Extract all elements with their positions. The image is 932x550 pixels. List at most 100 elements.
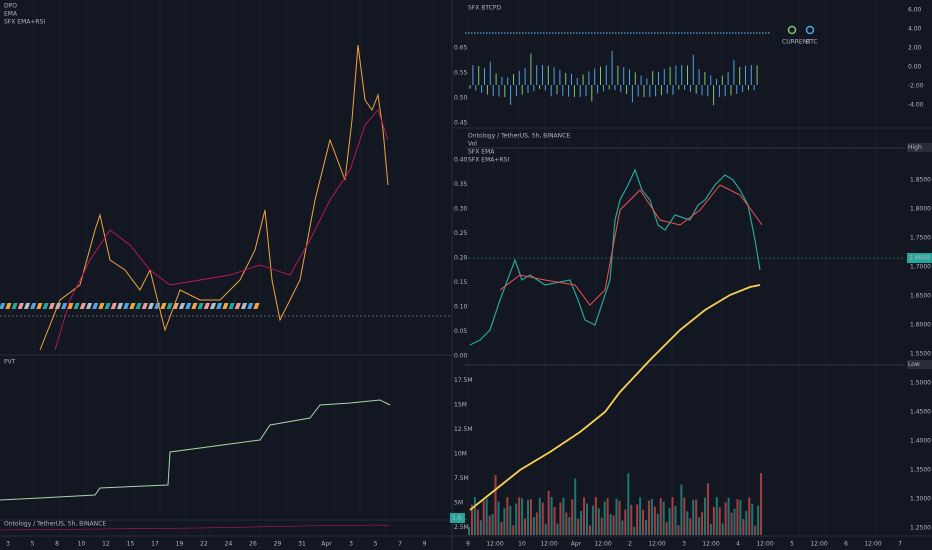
- strip-cell: [17, 303, 24, 309]
- x-tick-label: 9: [466, 541, 470, 548]
- volume-bar: [544, 523, 547, 535]
- y-tick-label: -2.00: [908, 83, 924, 90]
- y-tick-label: 0.00: [454, 353, 468, 360]
- strip-cell: [73, 303, 80, 309]
- x-tick-label: 3: [682, 541, 686, 548]
- y-tick-label: 1.8500: [910, 177, 931, 184]
- strip-cell: [135, 303, 142, 309]
- volume-bar: [715, 497, 718, 535]
- low-tag-label: Low: [908, 361, 920, 368]
- volume-bar: [524, 518, 527, 535]
- y-tick-label: 0.65: [454, 45, 468, 52]
- y-tick-label: 1.4500: [910, 409, 931, 416]
- volume-bar: [488, 515, 491, 535]
- x-tick-label: 12:00: [594, 541, 611, 548]
- volume-bar: [633, 526, 636, 535]
- volume-bar: [639, 497, 642, 535]
- volume-bar: [692, 499, 695, 535]
- strip-cell: [11, 303, 18, 309]
- volume-bar: [538, 497, 541, 535]
- strip-cell: [129, 303, 136, 309]
- volume-bar: [535, 512, 538, 535]
- volume-bar: [724, 502, 727, 535]
- high-tag: [907, 143, 932, 152]
- x-tick-label: 12:00: [540, 541, 557, 548]
- volume-bar: [704, 497, 706, 535]
- y-tick-label: 1.7000: [910, 264, 931, 271]
- volume-bar: [624, 509, 627, 535]
- y-tick-label: 15M: [454, 402, 467, 409]
- strip-cell: [141, 303, 148, 309]
- volume-bar: [553, 507, 556, 535]
- x-tick-label: 26: [249, 541, 257, 548]
- y-tick-label: 0.45: [454, 120, 468, 127]
- volume-bar: [754, 525, 757, 535]
- panel-label: SFX EMA+RSI: [468, 157, 509, 164]
- y-tick-label: 0.30: [454, 206, 468, 213]
- volume-bar: [562, 497, 565, 535]
- volume-bar: [491, 513, 494, 535]
- panel-label: Vol: [468, 141, 477, 148]
- x-tick-label: 3: [6, 541, 10, 548]
- strip-cell: [116, 303, 124, 309]
- volume-bar: [665, 522, 668, 535]
- panel-label: Ontology / TetherUS, 5h, BINANCE: [4, 521, 106, 528]
- price-tag-label: 1.6...: [452, 515, 467, 522]
- panel-label: Ontology / TetherUS, 5h, BINANCE: [468, 133, 570, 140]
- panel-label: SFX EMA+RSI: [4, 19, 45, 26]
- price-tag-label: 1.6648: [909, 255, 930, 262]
- volume-bar: [568, 517, 571, 535]
- volume-bar: [512, 525, 515, 535]
- price-tag: [907, 253, 932, 263]
- volume: [468, 473, 763, 535]
- y-tick-label: 17.5M: [454, 377, 473, 384]
- volume-bar: [736, 499, 739, 535]
- volume-bar: [712, 506, 715, 535]
- x-tick-label: 12:00: [648, 541, 665, 548]
- volume-bar: [686, 511, 689, 535]
- x-tick-label: 7: [898, 541, 902, 548]
- volume-bar: [683, 497, 686, 535]
- volume-bar: [509, 505, 512, 535]
- legend-dot: [787, 25, 797, 35]
- volume-bar: [760, 473, 763, 535]
- volume-bar: [689, 518, 692, 535]
- volume-bar: [494, 475, 497, 535]
- volume-bar: [476, 509, 479, 535]
- ema-line: [499, 184, 763, 306]
- volume-bar: [662, 501, 665, 535]
- volume-bar: [529, 499, 532, 535]
- volume-bar: [677, 525, 680, 535]
- volume-bar: [618, 500, 621, 535]
- strip-cell: [172, 303, 179, 309]
- volume-bar: [659, 498, 662, 535]
- strip-cell: [5, 303, 12, 309]
- x-tick-label: 12:00: [756, 541, 773, 548]
- y-tick-label: 1.4000: [910, 438, 931, 445]
- ema-line: [54, 109, 389, 351]
- strip-cell: [79, 303, 86, 309]
- volume-bar: [597, 508, 600, 535]
- ema-long-line: [469, 284, 761, 511]
- y-tick-label: 7.5M: [454, 475, 469, 482]
- volume-bar: [674, 505, 677, 535]
- volume-bar: [497, 501, 500, 535]
- panel-label: SFX EMA: [468, 149, 495, 156]
- volume-bar: [647, 500, 650, 535]
- volume-bar: [588, 525, 591, 535]
- volume-bar: [733, 508, 736, 535]
- x-tick-label: 22: [200, 541, 208, 548]
- y-tick-label: 0.35: [454, 181, 468, 188]
- price-line: [39, 44, 389, 351]
- volume-bar: [612, 515, 615, 535]
- x-tick-label: 15: [127, 541, 135, 548]
- high-tag-label: High: [908, 144, 922, 151]
- y-tick-label: 2.00: [908, 45, 922, 52]
- volume-bar: [479, 520, 482, 535]
- volume-bar: [706, 483, 709, 535]
- panel-label: SFX BTCPD: [468, 5, 502, 12]
- volume-bar: [698, 517, 701, 535]
- strip-cell: [160, 303, 167, 309]
- low-tag: [907, 360, 932, 369]
- volume-bar: [473, 497, 476, 535]
